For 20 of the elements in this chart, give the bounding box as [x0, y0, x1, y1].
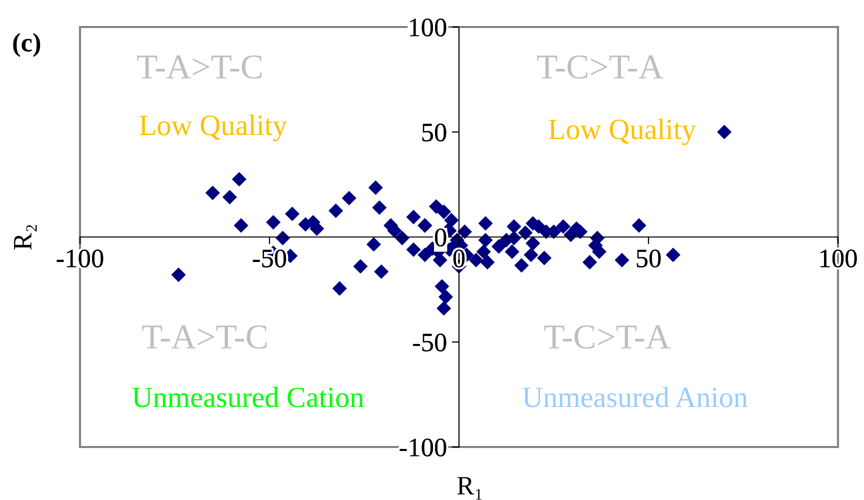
- y-tick-label: 0: [435, 228, 446, 246]
- x-tick-label: -100: [56, 250, 104, 268]
- x-tick-label: -50: [252, 250, 286, 268]
- text: (c): [13, 33, 40, 57]
- annotation: Low Quality: [548, 118, 696, 146]
- y-tick-label: 100: [410, 18, 446, 36]
- y-tick-label: 50: [422, 124, 446, 142]
- annotation: Unmeasured Anion: [522, 386, 748, 408]
- x-tick-label: 50: [636, 250, 661, 268]
- y-axis-title: R₂: [14, 225, 37, 250]
- annotation: Low Quality: [140, 114, 288, 142]
- annotation: T-C>T-A: [544, 325, 670, 349]
- annotation: T-A>T-C: [137, 55, 262, 79]
- x-axis-title: R₁: [457, 477, 482, 500]
- annotation: Unmeasured Cation: [132, 386, 364, 408]
- x-tick-label: 100: [820, 250, 857, 268]
- annotation: T-A>T-C: [142, 325, 267, 349]
- annotation: T-C>T-A: [537, 55, 664, 79]
- y-tick-label: -100: [400, 438, 446, 456]
- y-tick-label: -50: [413, 334, 446, 352]
